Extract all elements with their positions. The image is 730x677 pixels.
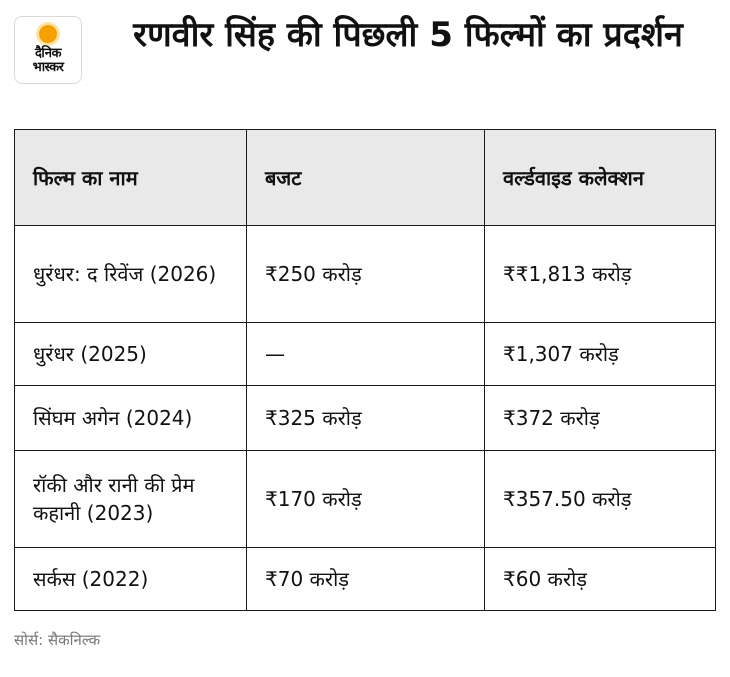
header-film-name: फिल्म का नाम [14, 129, 247, 226]
film-name-cell: धुरंधर: द रिवेंज (2026) [14, 225, 247, 323]
collection-cell: ₹₹1,813 करोड़ [484, 225, 716, 323]
film-name-cell: रॉकी और रानी की प्रेम कहानी (2023) [14, 450, 247, 548]
film-name-cell: धुरंधर (2025) [14, 322, 247, 386]
page-title: रणवीर सिंह की पिछली 5 फिल्मों का प्रदर्श… [133, 15, 683, 55]
table-row: सर्कस (2022) ₹70 करोड़ ₹60 करोड़ [14, 547, 716, 611]
budget-cell: ₹170 करोड़ [246, 450, 485, 548]
collection-cell: ₹1,307 करोड़ [484, 322, 716, 386]
sun-icon [39, 25, 57, 43]
table-row: सिंघम अगेन (2024) ₹325 करोड़ ₹372 करोड़ [14, 385, 716, 451]
collection-cell: ₹60 करोड़ [484, 547, 716, 611]
source-credit: सोर्स: सैकनिल्क [14, 631, 101, 649]
film-name-cell: सर्कस (2022) [14, 547, 247, 611]
collection-cell: ₹372 करोड़ [484, 385, 716, 451]
budget-cell: ₹70 करोड़ [246, 547, 485, 611]
collection-cell: ₹357.50 करोड़ [484, 450, 716, 548]
header-worldwide-collection: वर्ल्डवाइड कलेक्शन [484, 129, 716, 226]
header-budget: बजट [246, 129, 485, 226]
table-row: धुरंधर (2025) — ₹1,307 करोड़ [14, 322, 716, 386]
budget-cell: ₹325 करोड़ [246, 385, 485, 451]
table-row: रॉकी और रानी की प्रेम कहानी (2023) ₹170 … [14, 450, 716, 548]
budget-cell: — [246, 322, 485, 386]
table-row: धुरंधर: द रिवेंज (2026) ₹250 करोड़ ₹₹1,8… [14, 225, 716, 323]
budget-cell: ₹250 करोड़ [246, 225, 485, 323]
dainik-bhaskar-logo: दैनिक भास्कर [14, 16, 82, 84]
films-table: फिल्म का नाम बजट वर्ल्डवाइड कलेक्शन धुरं… [14, 129, 716, 611]
logo-text-line1: दैनिक [35, 46, 61, 61]
table-header-row: फिल्म का नाम बजट वर्ल्डवाइड कलेक्शन [14, 129, 716, 226]
logo-text-line2: भास्कर [32, 60, 64, 75]
film-name-cell: सिंघम अगेन (2024) [14, 385, 247, 451]
